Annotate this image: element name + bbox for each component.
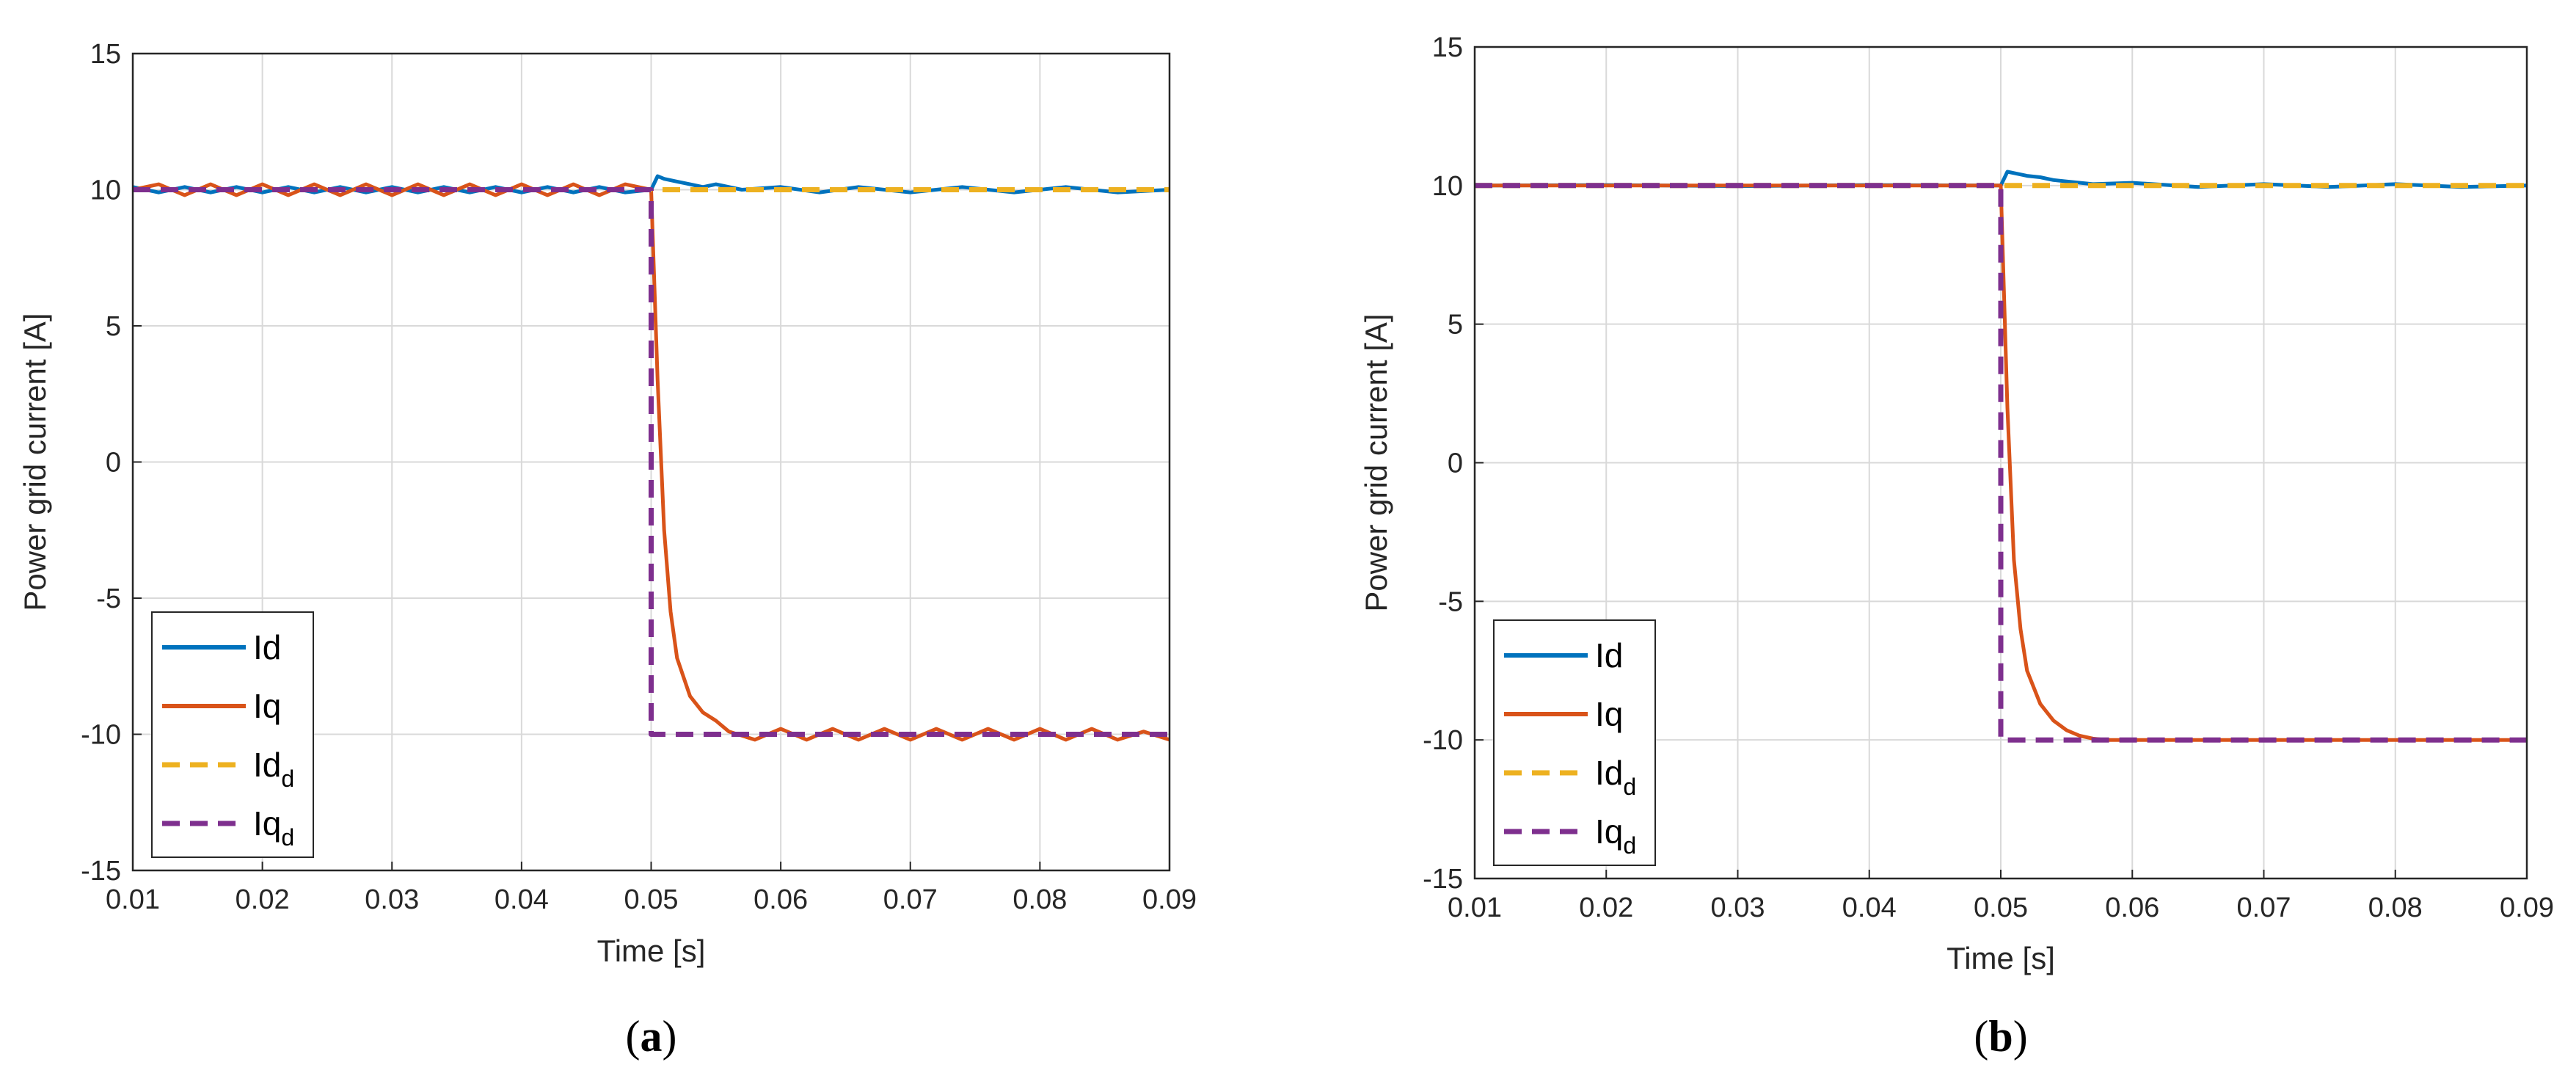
legend-entry-subscript: d <box>281 824 294 851</box>
x-tick-label: 0.06 <box>2105 892 2159 923</box>
legend-entry-base: Id <box>1595 754 1623 792</box>
x-tick-label: 0.08 <box>1012 884 1067 915</box>
x-tick-label: 0.09 <box>2500 892 2554 923</box>
y-tick-label: 0 <box>1448 448 1463 479</box>
legend-entry-subscript: d <box>1623 774 1636 800</box>
plot-frame <box>131 52 1171 872</box>
panel-label: (b) <box>1974 1012 2027 1061</box>
x-tick-label: 0.01 <box>106 884 160 915</box>
y-tick-label: -15 <box>1423 864 1463 895</box>
x-axis-label: Time [s] <box>1946 941 2055 975</box>
x-axis-label: Time [s] <box>597 934 706 968</box>
x-tick-label: 0.05 <box>1974 892 2028 923</box>
legend-entry: Iq <box>1595 695 1623 733</box>
y-tick-label: 5 <box>1448 310 1463 341</box>
y-tick-label: 5 <box>106 311 121 342</box>
y-tick-label: -5 <box>96 583 121 614</box>
legend-entry-base: Id <box>253 628 281 666</box>
legend-box <box>1493 619 1656 866</box>
y-tick-label: -10 <box>1423 725 1463 756</box>
panel-label-open: ( <box>1974 1012 1988 1061</box>
x-tick-label: 0.04 <box>495 884 549 915</box>
x-tick-label: 0.09 <box>1142 884 1197 915</box>
x-tick-label: 0.06 <box>754 884 808 915</box>
series-line-iq-d <box>133 187 1170 737</box>
y-tick-label: 15 <box>90 39 121 70</box>
y-tick-label: 10 <box>90 175 121 206</box>
x-tick-label: 0.07 <box>2237 892 2291 923</box>
x-tick-label: 0.02 <box>1579 892 1633 923</box>
plot-frame <box>1473 46 2528 880</box>
x-tick-label: 0.03 <box>365 884 419 915</box>
x-tick-label: 0.05 <box>624 884 679 915</box>
legend-box <box>151 611 314 858</box>
legend-entry-base: Id <box>1595 636 1623 674</box>
panel-label: (a) <box>626 1012 677 1061</box>
series-line-iq <box>132 182 1170 742</box>
legend-entry-base: Iq <box>1595 695 1623 733</box>
legend-entry-base: Iq <box>253 804 281 843</box>
y-tick-label: -10 <box>81 720 121 751</box>
panel-b: 0.01 0.02 0.03 0.04 0.05 0.06 0.07 0.08 0.09 15 10… <box>1359 32 2554 1061</box>
x-tick-label: 0.07 <box>883 884 938 915</box>
legend-entry: Iqd <box>253 804 294 851</box>
panel-label-close: ) <box>2013 1012 2028 1061</box>
series-line-iq-d <box>1475 183 2527 743</box>
legend-entry: Iq <box>253 687 281 725</box>
panel-label-open: ( <box>626 1012 641 1061</box>
legend-entry: Iqd <box>1595 812 1636 859</box>
x-tick-label: 0.02 <box>236 884 290 915</box>
legend-entry-base: Id <box>253 746 281 784</box>
legend-entry-base: Iq <box>253 687 281 725</box>
y-tick-label: -15 <box>81 856 121 887</box>
y-tick-label: 10 <box>1432 171 1463 202</box>
y-tick-label: -5 <box>1438 586 1463 617</box>
panel-label-close: ) <box>663 1012 677 1061</box>
y-tick-label: 0 <box>106 448 121 479</box>
y-tick-label: 15 <box>1432 32 1463 63</box>
panel-label-letter: a <box>641 1012 663 1061</box>
legend-entry: Idd <box>253 746 294 792</box>
series-line-id <box>132 174 1170 194</box>
panel-label-letter: b <box>1988 1012 2013 1061</box>
legend-entry-subscript: d <box>281 765 294 792</box>
x-tick-label: 0.04 <box>1842 892 1897 923</box>
y-axis-label: Power grid current [A] <box>1359 313 1393 611</box>
panel-a: 0.01 0.02 0.03 0.04 0.05 0.06 0.07 0.08 0.09 15 10… <box>18 39 1197 1061</box>
legend-entry-base: Iq <box>1595 812 1623 851</box>
x-tick-label: 0.01 <box>1448 892 1502 923</box>
legend-entry-subscript: d <box>1623 832 1636 859</box>
x-tick-label: 0.08 <box>2368 892 2423 923</box>
x-tick-label: 0.03 <box>1711 892 1765 923</box>
legend-entry: Idd <box>1595 754 1636 800</box>
legend-entry: Id <box>1595 636 1623 674</box>
y-axis-label: Power grid current [A] <box>18 313 52 611</box>
legend-entry: Id <box>253 628 281 666</box>
